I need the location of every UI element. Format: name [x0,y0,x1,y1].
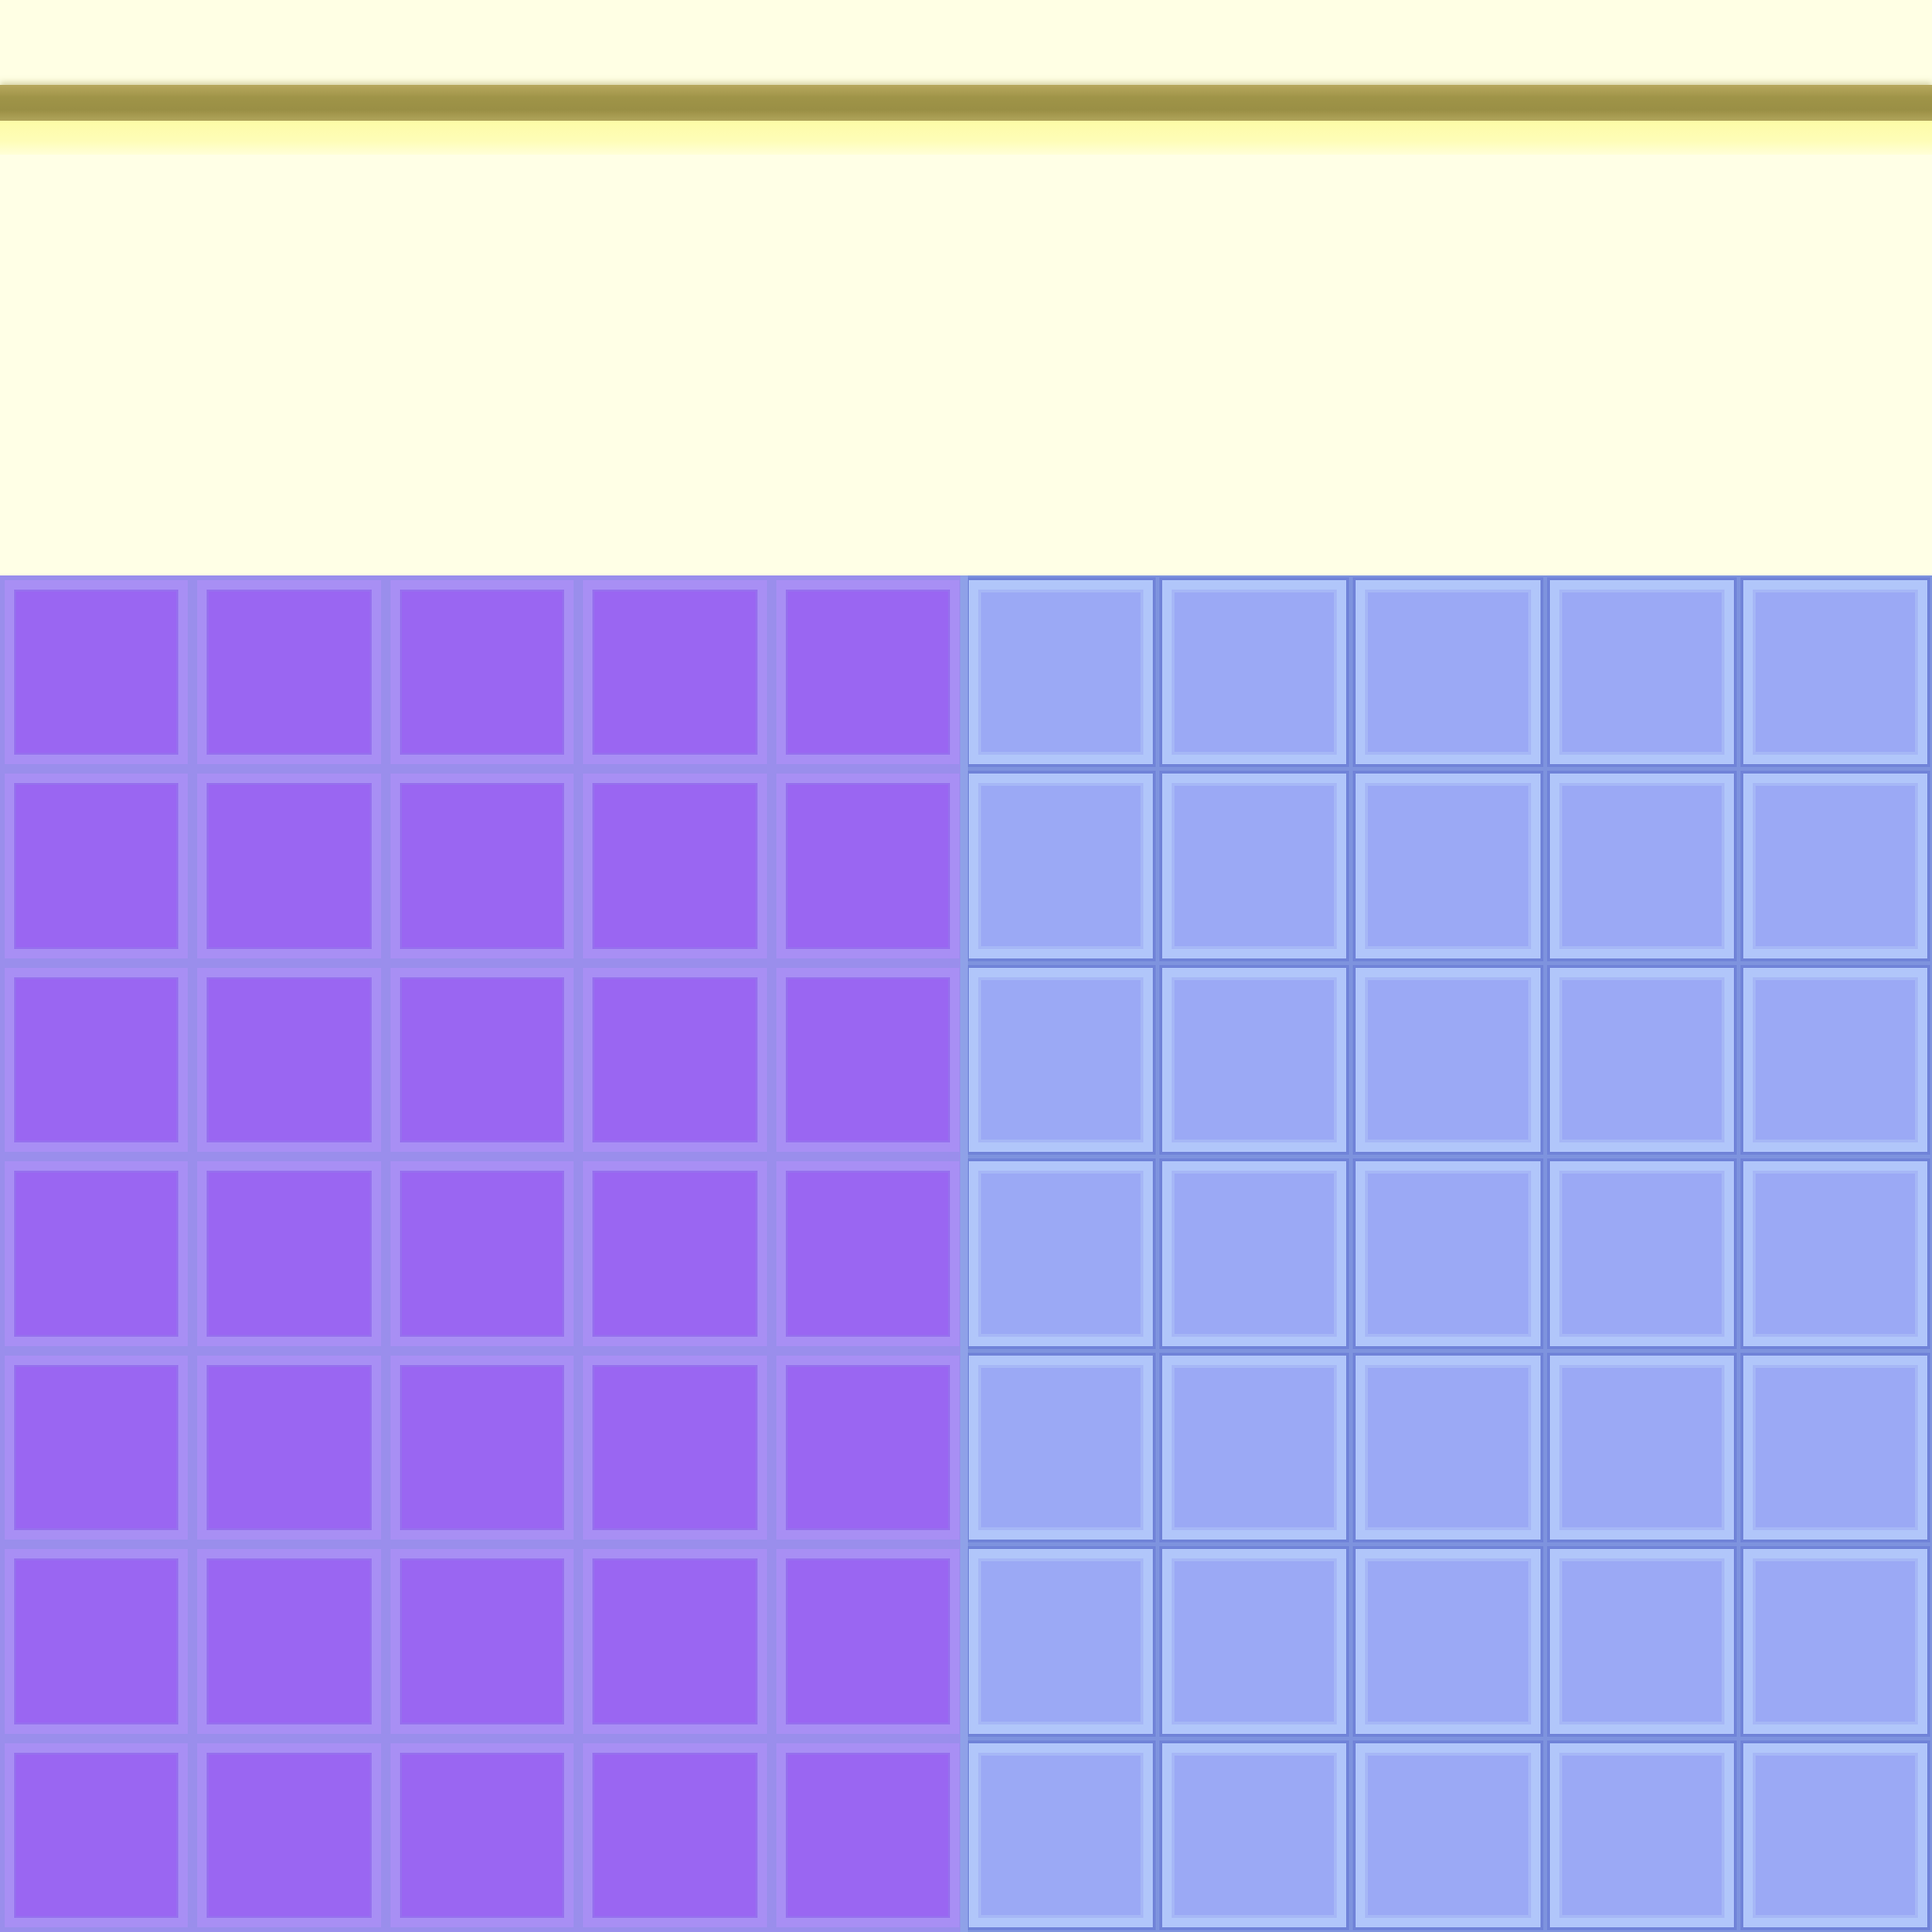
blue-tile[interactable] [969,1549,1154,1734]
blue-tile[interactable] [1549,1742,1734,1927]
purple-tile[interactable] [775,1742,959,1927]
purple-tile[interactable] [583,1355,767,1541]
blue-tile[interactable] [1356,967,1541,1153]
blue-tile[interactable] [969,774,1154,958]
blue-tile[interactable] [1742,580,1927,765]
purple-tile[interactable] [5,1549,189,1734]
blue-tile[interactable] [1549,1161,1734,1346]
purple-tile[interactable] [197,774,381,958]
blue-tile[interactable] [1162,774,1347,958]
purple-tile[interactable] [775,580,959,765]
purple-tile[interactable] [390,967,575,1153]
blue-tile-block [964,575,1932,1932]
purple-tile[interactable] [390,1549,575,1734]
purple-tile[interactable] [583,967,767,1153]
purple-tile[interactable] [583,1742,767,1927]
purple-tile[interactable] [583,774,767,958]
blue-tile[interactable] [1742,774,1927,958]
blue-tile[interactable] [969,967,1154,1153]
blue-tile[interactable] [969,1355,1154,1541]
blue-tile[interactable] [1356,1742,1541,1927]
shelf-highlight [0,121,1932,155]
blue-tile[interactable] [1356,580,1541,765]
blue-tile[interactable] [1742,967,1927,1153]
purple-tile[interactable] [390,1161,575,1346]
blue-tile[interactable] [1742,1161,1927,1346]
blue-tile[interactable] [1356,1161,1541,1346]
blue-tile[interactable] [1162,1742,1347,1927]
purple-tile-block [0,575,964,1932]
blue-tile[interactable] [1356,1355,1541,1541]
blue-tile[interactable] [1549,1549,1734,1734]
purple-tile[interactable] [5,1161,189,1346]
blue-tile[interactable] [1356,774,1541,958]
purple-tile[interactable] [390,1742,575,1927]
backdrop-area [0,155,1932,575]
purple-tile[interactable] [197,1549,381,1734]
purple-tile[interactable] [775,967,959,1153]
blue-tile[interactable] [1356,1549,1541,1734]
purple-tile[interactable] [5,580,189,765]
purple-tile[interactable] [583,580,767,765]
purple-tile[interactable] [583,1549,767,1734]
blue-tile[interactable] [1162,580,1347,765]
purple-tile[interactable] [197,1355,381,1541]
purple-tile[interactable] [775,1161,959,1346]
blue-tile[interactable] [969,1742,1154,1927]
blue-tile[interactable] [969,580,1154,765]
purple-tile[interactable] [390,1355,575,1541]
shelf-bar [0,85,1932,121]
blue-tile[interactable] [1162,967,1347,1153]
blue-tile[interactable] [1549,1355,1734,1541]
purple-tile[interactable] [775,1549,959,1734]
blue-tile[interactable] [1742,1549,1927,1734]
blue-tile[interactable] [1549,774,1734,958]
purple-tile[interactable] [390,580,575,765]
purple-tile[interactable] [197,580,381,765]
blue-tile[interactable] [969,1161,1154,1346]
purple-tile[interactable] [197,967,381,1153]
purple-tile[interactable] [197,1161,381,1346]
purple-tile[interactable] [5,967,189,1153]
blue-tile[interactable] [1742,1355,1927,1541]
block-seam [960,575,968,1932]
blue-tile[interactable] [1162,1161,1347,1346]
blue-tile[interactable] [1742,1742,1927,1927]
purple-tile[interactable] [583,1161,767,1346]
purple-tile[interactable] [775,774,959,958]
purple-tile[interactable] [775,1355,959,1541]
blue-tile[interactable] [1549,967,1734,1153]
purple-tile[interactable] [5,1742,189,1927]
blue-tile[interactable] [1549,580,1734,765]
blue-tile[interactable] [1162,1355,1347,1541]
purple-tile[interactable] [390,774,575,958]
blue-tile[interactable] [1162,1549,1347,1734]
purple-tile[interactable] [5,774,189,958]
purple-tile[interactable] [5,1355,189,1541]
purple-tile[interactable] [197,1742,381,1927]
tile-grid [0,575,1932,1932]
top-band [0,0,1932,85]
